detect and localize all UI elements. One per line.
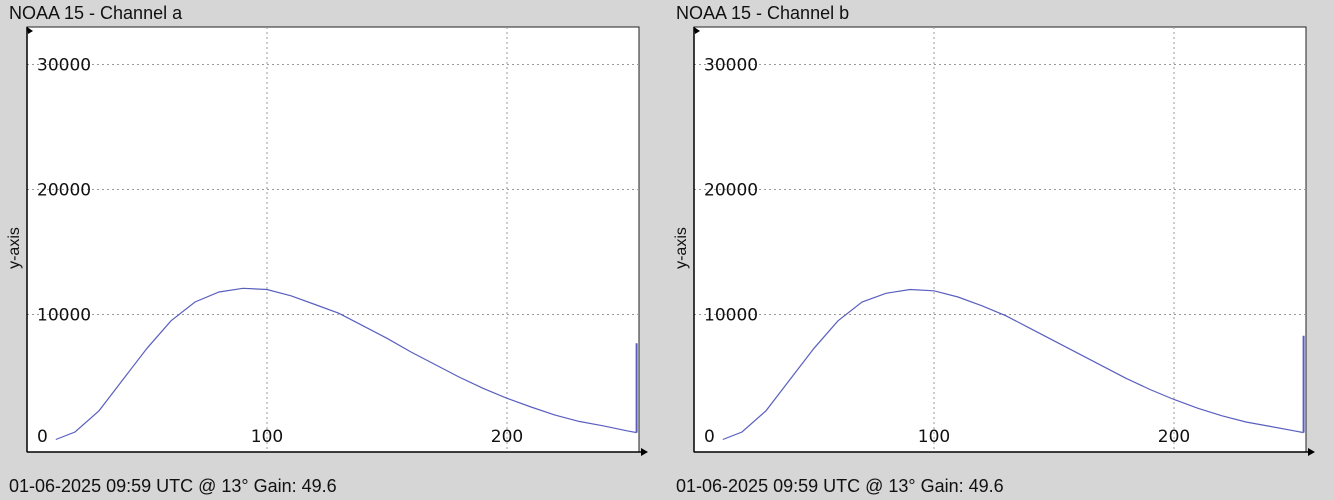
plot-area: 0 100 200 10000 20000 30000 — [693, 26, 1315, 456]
chart-panel-channel-a: NOAA 15 - Channel a y-axis 0 100 200 10000 2… — [0, 0, 660, 500]
status-footer: 01-06-2025 09:59 UTC @ 13° Gain: 49.6 — [9, 476, 337, 496]
x-tick-label: 100 — [918, 427, 950, 447]
x-tick-label: 0 — [704, 427, 715, 447]
chart-title: NOAA 15 - Channel b — [676, 3, 850, 23]
chart-title: NOAA 15 - Channel a — [9, 3, 183, 23]
x-tick-label: 0 — [37, 427, 48, 447]
x-tick-label: 200 — [491, 427, 523, 447]
y-tick-label: 10000 — [37, 306, 91, 326]
y-axis-arrow — [27, 27, 33, 34]
y-tick-label: 30000 — [704, 56, 758, 76]
y-tick-label: 20000 — [704, 181, 758, 201]
series-line — [55, 287, 637, 441]
series-line — [722, 288, 1304, 441]
y-tick-label: 20000 — [37, 181, 91, 201]
chart-panel-channel-b: NOAA 15 - Channel b y-axis 0 100 200 10000 2… — [667, 0, 1327, 500]
x-axis-arrow — [1308, 448, 1315, 456]
plot-background — [26, 26, 640, 453]
plot-area: 0 100 200 10000 20000 30000 — [26, 26, 648, 456]
x-tick-label: 200 — [1158, 427, 1190, 447]
status-footer: 01-06-2025 09:59 UTC @ 13° Gain: 49.6 — [676, 476, 1004, 496]
y-tick-label: 10000 — [704, 306, 758, 326]
x-tick-label: 100 — [251, 427, 283, 447]
y-tick-label: 30000 — [37, 56, 91, 76]
plot-background — [693, 26, 1307, 453]
y-axis-arrow — [694, 27, 700, 34]
x-axis-arrow — [641, 448, 648, 456]
